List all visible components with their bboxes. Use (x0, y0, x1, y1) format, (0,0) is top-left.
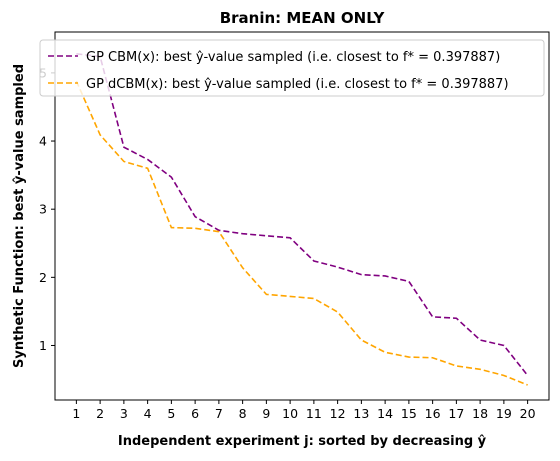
y-tick-label: 2 (39, 270, 47, 285)
series-line-cbm (76, 53, 529, 376)
plot-frame (54, 31, 550, 401)
chart-title: Branin: MEAN ONLY (220, 9, 386, 27)
x-tick-label: 1 (72, 406, 80, 421)
x-axis-label: Independent experiment j: sorted by decr… (118, 434, 487, 449)
legend-label-cbm: GP CBM(x): best ŷ-value sampled (i.e. cl… (86, 50, 500, 65)
x-tick-label: 7 (215, 406, 223, 421)
x-tick-label: 16 (425, 406, 441, 421)
x-tick-label: 15 (401, 406, 417, 421)
x-tick-label: 13 (353, 406, 369, 421)
legend-label-dcbm: GP dCBM(x): best ŷ-value sampled (i.e. c… (86, 77, 509, 92)
x-tick-label: 12 (330, 406, 346, 421)
x-tick-label: 4 (144, 406, 152, 421)
y-tick-label: 4 (39, 134, 47, 149)
x-tick-label: 6 (191, 406, 199, 421)
y-tick-label: 3 (39, 202, 47, 217)
legend-box (39, 39, 545, 97)
x-tick-label: 14 (377, 406, 393, 421)
x-tick-label: 8 (239, 406, 247, 421)
x-tick-label: 18 (472, 406, 488, 421)
legend: GP CBM(x): best ŷ-value sampled (i.e. cl… (39, 39, 545, 97)
x-tick-label: 20 (520, 406, 536, 421)
x-tick-label: 19 (496, 406, 512, 421)
x-tick-label: 2 (96, 406, 104, 421)
series-line-dcbm (75, 80, 528, 386)
x-tick-label: 5 (167, 406, 175, 421)
y-tick-label: 1 (39, 338, 47, 353)
x-tick-label: 3 (120, 406, 128, 421)
y-axis-label: Synthetic Function: best ŷ-value sampled (12, 64, 27, 368)
plot-area: 123456789101112131415161718192012345 (39, 53, 536, 421)
x-tick-label: 9 (262, 406, 270, 421)
x-tick-label: 10 (282, 406, 298, 421)
x-tick-label: 17 (448, 406, 464, 421)
x-tick-label: 11 (306, 406, 322, 421)
